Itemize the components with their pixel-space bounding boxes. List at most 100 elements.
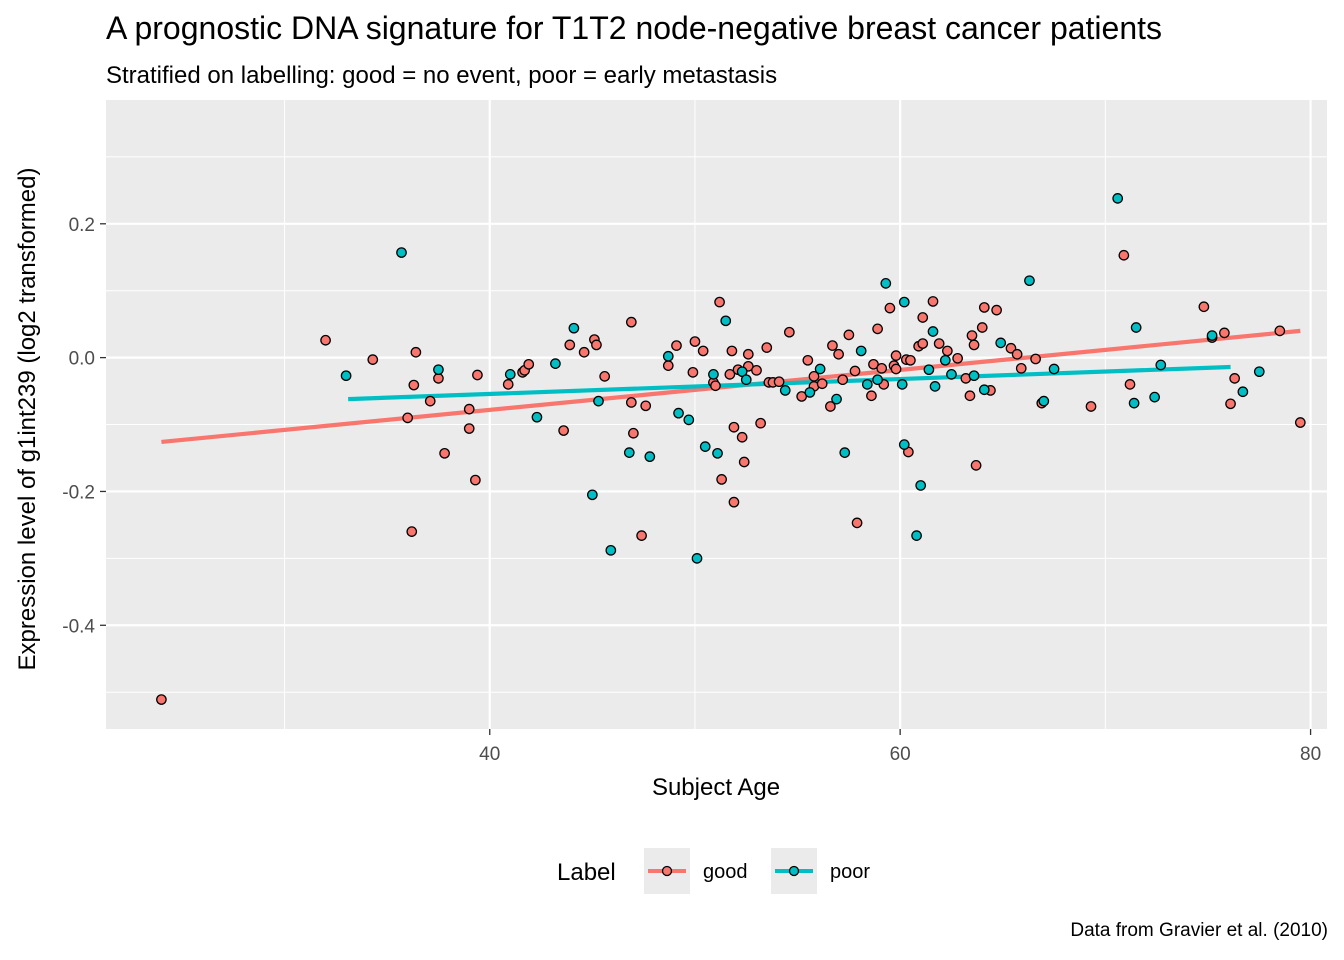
data-point-poor bbox=[712, 447, 723, 459]
data-point-good bbox=[523, 358, 535, 370]
data-point-good bbox=[726, 345, 738, 357]
data-point-good bbox=[1274, 325, 1286, 337]
data-point-poor bbox=[915, 480, 927, 491]
legend-marker-good bbox=[661, 865, 673, 877]
data-point-poor bbox=[880, 277, 892, 289]
data-point-good bbox=[689, 336, 701, 347]
data-point-good bbox=[662, 360, 674, 372]
data-point-good bbox=[808, 371, 820, 382]
data-point-good bbox=[470, 474, 481, 486]
legend: Label good poor bbox=[557, 848, 870, 894]
data-point-poor bbox=[896, 379, 908, 390]
data-point-good bbox=[1219, 327, 1230, 339]
data-point-good bbox=[952, 352, 963, 364]
data-point-good bbox=[1229, 373, 1241, 384]
data-point-good bbox=[761, 342, 773, 353]
data-point-poor bbox=[433, 364, 444, 376]
data-point-good bbox=[628, 427, 639, 439]
data-point-poor bbox=[911, 530, 922, 541]
data-point-good bbox=[463, 403, 475, 415]
data-point-good bbox=[755, 417, 766, 429]
data-point-good bbox=[802, 354, 814, 366]
data-point-good bbox=[1118, 249, 1130, 261]
data-point-good bbox=[156, 694, 167, 705]
data-point-poor bbox=[691, 553, 703, 564]
data-point-good bbox=[917, 338, 929, 349]
data-point-poor bbox=[814, 363, 826, 375]
data-point-good bbox=[578, 346, 590, 358]
data-point-good bbox=[502, 379, 514, 390]
data-point-good bbox=[833, 348, 844, 360]
data-point-poor bbox=[978, 384, 990, 396]
legend-marker-poor bbox=[788, 865, 800, 877]
data-point-good bbox=[837, 374, 849, 386]
data-point-good bbox=[849, 365, 861, 377]
data-point-good bbox=[463, 423, 475, 434]
data-point-good bbox=[728, 496, 740, 508]
data-point-poor bbox=[872, 374, 883, 386]
data-point-good bbox=[1030, 353, 1041, 365]
data-point-good bbox=[964, 390, 976, 402]
data-point-poor bbox=[927, 326, 939, 337]
legend-label-good: good bbox=[703, 861, 748, 883]
data-point-poor bbox=[623, 447, 635, 458]
data-point-good bbox=[736, 431, 748, 443]
data-point-poor bbox=[898, 296, 910, 308]
data-point-poor bbox=[1048, 363, 1060, 375]
data-point-good bbox=[927, 296, 939, 307]
axes: 40 60 80 -0.4 -0.2 0.0 0.2 bbox=[62, 215, 1321, 765]
y-tick-label: 0.0 bbox=[69, 349, 95, 370]
data-point-poor bbox=[340, 370, 352, 382]
data-point-poor bbox=[605, 544, 617, 556]
data-point-poor bbox=[968, 370, 980, 382]
data-point-good bbox=[424, 395, 436, 407]
data-point-good bbox=[872, 323, 883, 335]
trend-line-poor bbox=[348, 364, 1231, 402]
data-point-poor bbox=[586, 489, 598, 501]
data-point-good bbox=[976, 322, 988, 333]
data-point-good bbox=[738, 456, 750, 468]
data-point-good bbox=[558, 425, 569, 436]
data-point-good bbox=[320, 334, 331, 346]
data-point-poor bbox=[662, 350, 674, 362]
data-point-good bbox=[716, 474, 727, 485]
legend-title: Label bbox=[557, 859, 616, 886]
data-point-good bbox=[773, 376, 785, 388]
data-point-good bbox=[410, 346, 422, 358]
data-point-good bbox=[636, 530, 647, 541]
data-point-good bbox=[625, 397, 637, 408]
data-point-good bbox=[978, 302, 990, 313]
data-point-poor bbox=[1149, 391, 1160, 403]
data-point-good bbox=[367, 354, 379, 365]
trend-lines bbox=[161, 328, 1301, 445]
data-point-good bbox=[1015, 362, 1027, 374]
data-point-poor bbox=[1253, 366, 1265, 378]
data-point-poor bbox=[396, 247, 407, 258]
data-point-good bbox=[1225, 398, 1236, 410]
y-tick-label: -0.4 bbox=[62, 616, 95, 637]
data-point-poor bbox=[855, 345, 867, 357]
data-point-good bbox=[1294, 417, 1306, 428]
data-point-good bbox=[917, 312, 929, 323]
data-point-poor bbox=[673, 407, 684, 419]
data-point-good bbox=[1198, 301, 1210, 313]
chart-caption: Data from Gravier et al. (2010) bbox=[1070, 920, 1328, 941]
x-axis-label: Subject Age bbox=[652, 774, 780, 801]
data-point-good bbox=[966, 330, 978, 341]
y-tick-label: -0.2 bbox=[62, 482, 95, 503]
data-point-poor bbox=[1024, 275, 1035, 287]
data-point-poor bbox=[995, 337, 1007, 349]
data-point-poor bbox=[1038, 395, 1050, 407]
data-point-good bbox=[408, 379, 420, 391]
data-point-good bbox=[402, 412, 414, 424]
data-point-poor bbox=[898, 439, 910, 450]
data-point-good bbox=[687, 366, 699, 378]
data-point-poor bbox=[861, 379, 873, 390]
data-point-poor bbox=[593, 395, 604, 407]
data-point-poor bbox=[644, 451, 656, 463]
data-point-poor bbox=[504, 369, 516, 380]
data-point-good bbox=[1085, 401, 1097, 412]
data-points bbox=[156, 193, 1306, 705]
data-point-good bbox=[816, 378, 828, 390]
data-point-good bbox=[890, 363, 902, 375]
